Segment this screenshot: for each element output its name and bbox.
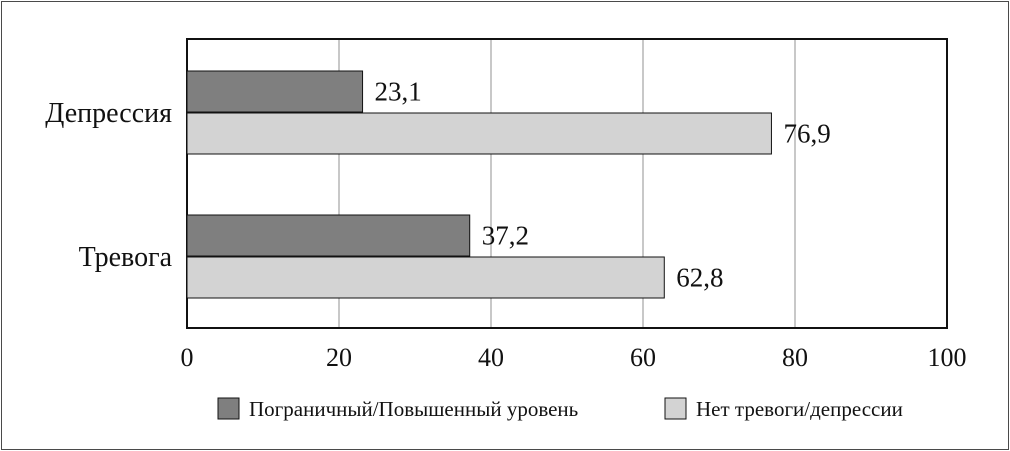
legend-label: Нет тревоги/депрессии: [696, 397, 903, 421]
x-tick-label: 60: [630, 343, 656, 372]
x-tick-label: 100: [928, 343, 967, 372]
x-tick-label: 40: [478, 343, 504, 372]
legend: Пограничный/Повышенный уровень Нет тревог…: [217, 397, 903, 421]
legend-label: Пограничный/Повышенный уровень: [249, 397, 578, 421]
legend-swatch: [217, 397, 240, 420]
bar: [186, 256, 665, 299]
bars: [186, 70, 772, 299]
value-labels: 23,1 76,9 37,2 62,8: [375, 77, 831, 293]
x-tick-label: 80: [782, 343, 808, 372]
x-tick-labels: 0 20 40 60 80 100: [181, 343, 967, 372]
bar: [186, 214, 471, 257]
x-tick-label: 0: [181, 343, 194, 372]
x-tick-label: 20: [326, 343, 352, 372]
plot-area: [186, 38, 948, 329]
category-label: Тревога: [79, 242, 173, 273]
category-label: Депрессия: [45, 98, 172, 129]
value-label: 76,9: [783, 119, 830, 149]
legend-swatch: [664, 397, 687, 420]
category-labels: Депрессия Тревога: [45, 98, 172, 273]
bar: [186, 70, 364, 113]
value-label: 62,8: [676, 263, 723, 293]
value-label: 23,1: [375, 77, 422, 107]
value-label: 37,2: [482, 221, 529, 251]
bar: [186, 112, 772, 155]
